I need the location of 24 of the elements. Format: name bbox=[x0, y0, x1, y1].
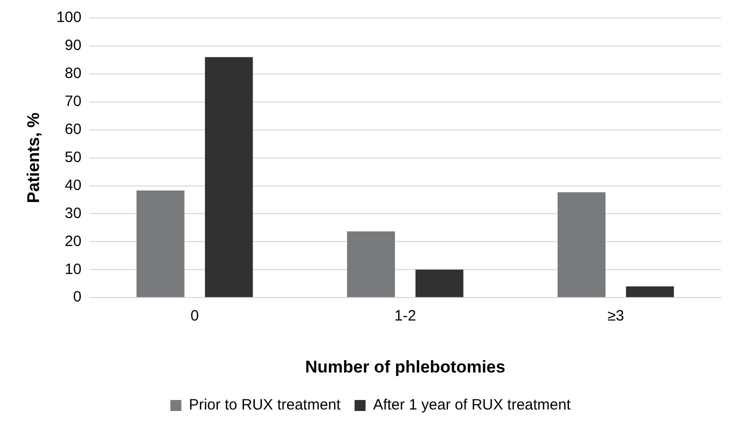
x-tick-label: 0 bbox=[190, 308, 199, 325]
y-tick-label: 40 bbox=[64, 176, 82, 194]
y-tick-label: 0 bbox=[73, 288, 82, 306]
y-axis-title: Patients, % bbox=[24, 112, 43, 204]
y-tick-label: 50 bbox=[64, 148, 82, 166]
x-tick-label: 1-2 bbox=[394, 308, 416, 325]
x-axis-title: Number of phlebotomies bbox=[305, 357, 506, 376]
x-tick-label: ≥3 bbox=[607, 308, 624, 325]
y-tick-label: 90 bbox=[64, 37, 82, 54]
y-tick-label: 10 bbox=[64, 260, 82, 278]
legend-label: After 1 year of RUX treatment bbox=[373, 396, 572, 414]
bar bbox=[136, 190, 184, 298]
bar bbox=[558, 192, 606, 298]
bar bbox=[626, 286, 674, 298]
y-tick-label: 20 bbox=[64, 232, 82, 250]
bar bbox=[347, 231, 395, 298]
bar bbox=[204, 57, 253, 298]
y-tick-label: 60 bbox=[64, 120, 82, 138]
legend-label: Prior to RUX treatment bbox=[188, 396, 342, 414]
y-tick-label: 70 bbox=[64, 93, 82, 110]
bar bbox=[415, 270, 464, 298]
y-tick-label: 100 bbox=[56, 9, 82, 26]
y-tick-label: 80 bbox=[64, 65, 82, 82]
y-tick-label: 30 bbox=[64, 204, 82, 222]
